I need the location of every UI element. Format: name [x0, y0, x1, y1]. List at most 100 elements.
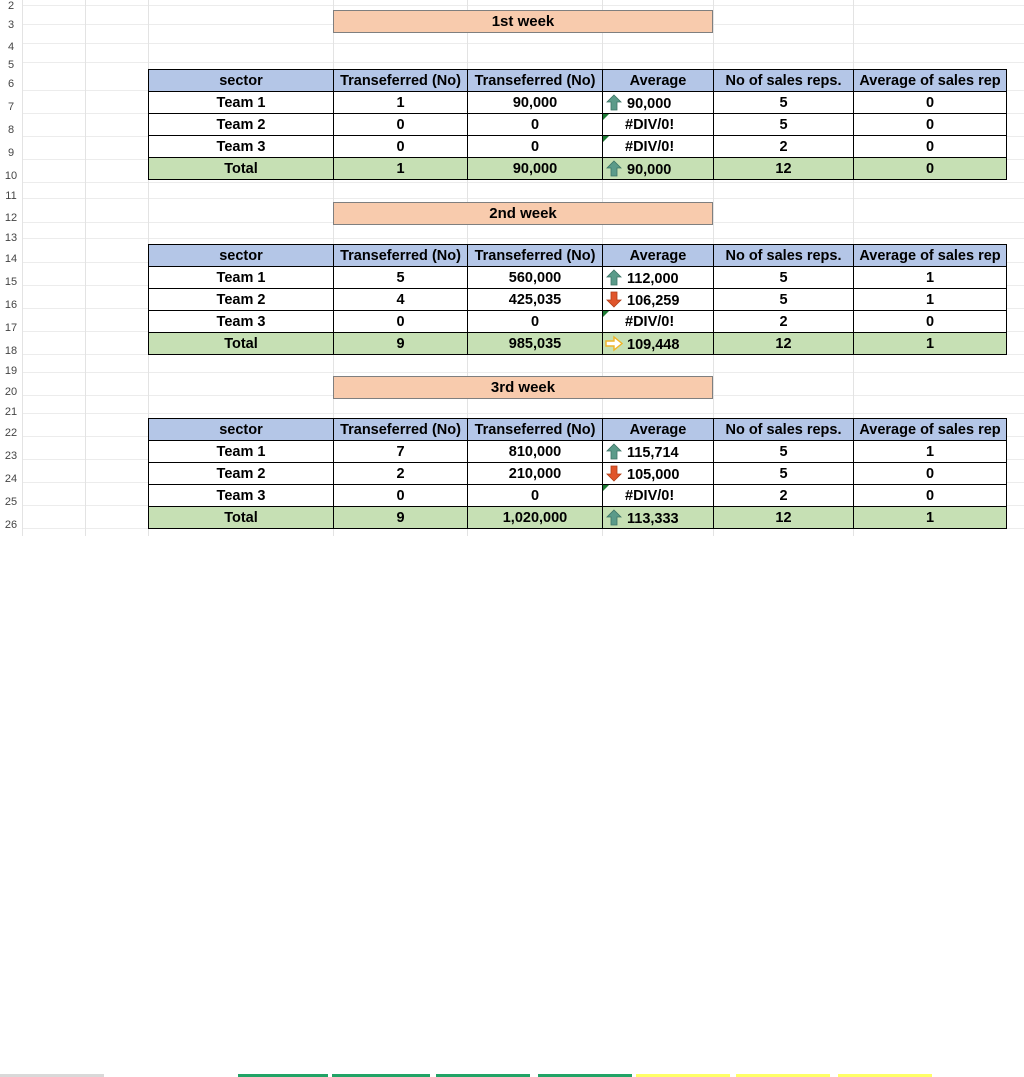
table-cell[interactable]: Team 2 [148, 288, 334, 311]
table-cell[interactable]: 0 [467, 113, 603, 136]
row-number[interactable]: 22 [4, 427, 18, 439]
average-cell[interactable]: 109,448 [602, 332, 714, 355]
column-header[interactable]: sector [148, 418, 334, 441]
average-cell[interactable]: #DIV/0! [602, 310, 714, 333]
row-number[interactable]: 4 [7, 41, 15, 53]
error-indicator-icon[interactable] [603, 311, 609, 317]
average-cell[interactable]: 90,000 [602, 91, 714, 114]
week-title[interactable]: 3rd week [333, 376, 713, 399]
week-title[interactable]: 1st week [333, 10, 713, 33]
table-cell[interactable]: 2 [713, 135, 854, 158]
table-cell[interactable]: 9 [333, 506, 468, 529]
table-cell[interactable]: 2 [333, 462, 468, 485]
column-header[interactable]: Transeferred (No) [333, 69, 468, 92]
table-cell[interactable]: 7 [333, 440, 468, 463]
row-number[interactable]: 18 [4, 345, 18, 357]
row-number[interactable]: 3 [7, 19, 15, 31]
table-cell[interactable]: 0 [853, 157, 1007, 180]
row-number[interactable]: 25 [4, 496, 18, 508]
column-header[interactable]: Transeferred (No) [333, 244, 468, 267]
table-cell[interactable]: 1 [853, 288, 1007, 311]
table-cell[interactable]: 1 [333, 91, 468, 114]
table-cell[interactable]: Team 1 [148, 266, 334, 289]
table-cell[interactable]: Total [148, 332, 334, 355]
row-number[interactable]: 7 [7, 101, 15, 113]
table-cell[interactable]: Total [148, 157, 334, 180]
column-header[interactable]: Average of sales rep [853, 418, 1007, 441]
row-number[interactable]: 11 [5, 190, 17, 202]
table-cell[interactable]: 90,000 [467, 157, 603, 180]
average-cell[interactable]: 90,000 [602, 157, 714, 180]
row-number[interactable]: 6 [7, 78, 15, 90]
table-cell[interactable]: 0 [333, 484, 468, 507]
table-cell[interactable]: 90,000 [467, 91, 603, 114]
table-cell[interactable]: 985,035 [467, 332, 603, 355]
table-cell[interactable]: 5 [713, 266, 854, 289]
table-cell[interactable]: 12 [713, 157, 854, 180]
table-cell[interactable]: 810,000 [467, 440, 603, 463]
table-cell[interactable]: 2 [713, 484, 854, 507]
table-cell[interactable]: 210,000 [467, 462, 603, 485]
table-cell[interactable]: 0 [853, 135, 1007, 158]
row-number[interactable]: 13 [4, 232, 18, 244]
table-cell[interactable]: 2 [713, 310, 854, 333]
row-number[interactable]: 10 [4, 170, 18, 182]
row-number[interactable]: 20 [4, 386, 18, 398]
table-cell[interactable]: 12 [713, 506, 854, 529]
table-cell[interactable]: 0 [853, 462, 1007, 485]
average-cell[interactable]: #DIV/0! [602, 135, 714, 158]
table-cell[interactable]: 0 [333, 135, 468, 158]
row-number[interactable]: 24 [4, 473, 18, 485]
row-number[interactable]: 9 [7, 147, 15, 159]
error-indicator-icon[interactable] [603, 485, 609, 491]
row-number[interactable]: 15 [4, 276, 18, 288]
column-header[interactable]: Average of sales rep [853, 69, 1007, 92]
row-number[interactable]: 21 [4, 406, 18, 418]
column-header[interactable]: No of sales reps. [713, 418, 854, 441]
average-cell[interactable]: #DIV/0! [602, 484, 714, 507]
table-cell[interactable]: 0 [333, 113, 468, 136]
table-cell[interactable]: 0 [853, 113, 1007, 136]
average-cell[interactable]: 106,259 [602, 288, 714, 311]
average-cell[interactable]: 115,714 [602, 440, 714, 463]
row-number[interactable]: 5 [7, 59, 15, 71]
table-cell[interactable]: 0 [853, 310, 1007, 333]
table-cell[interactable]: 1,020,000 [467, 506, 603, 529]
column-header[interactable]: Transeferred (No) [467, 418, 603, 441]
column-header[interactable]: Average [602, 418, 714, 441]
table-cell[interactable]: 1 [853, 332, 1007, 355]
row-number[interactable]: 12 [4, 212, 18, 224]
row-number[interactable]: 14 [4, 253, 18, 265]
table-cell[interactable]: 5 [713, 91, 854, 114]
table-cell[interactable]: Team 2 [148, 462, 334, 485]
table-cell[interactable]: 0 [467, 484, 603, 507]
table-cell[interactable]: 12 [713, 332, 854, 355]
table-cell[interactable]: 9 [333, 332, 468, 355]
table-cell[interactable]: Team 3 [148, 135, 334, 158]
column-header[interactable]: Average [602, 69, 714, 92]
table-cell[interactable]: 5 [713, 462, 854, 485]
table-cell[interactable]: 0 [467, 310, 603, 333]
column-header[interactable]: sector [148, 69, 334, 92]
table-cell[interactable]: 1 [853, 440, 1007, 463]
table-cell[interactable]: 0 [333, 310, 468, 333]
row-number[interactable]: 26 [4, 519, 18, 531]
table-cell[interactable]: 0 [853, 91, 1007, 114]
table-cell[interactable]: 425,035 [467, 288, 603, 311]
average-cell[interactable]: 112,000 [602, 266, 714, 289]
table-cell[interactable]: 0 [853, 484, 1007, 507]
week-title[interactable]: 2nd week [333, 202, 713, 225]
table-cell[interactable]: Total [148, 506, 334, 529]
row-number[interactable]: 23 [4, 450, 18, 462]
row-number[interactable]: 16 [4, 299, 18, 311]
table-cell[interactable]: Team 3 [148, 484, 334, 507]
column-header[interactable]: Average of sales rep [853, 244, 1007, 267]
column-header[interactable]: No of sales reps. [713, 69, 854, 92]
row-number[interactable]: 19 [4, 365, 18, 377]
column-header[interactable]: No of sales reps. [713, 244, 854, 267]
table-cell[interactable]: Team 1 [148, 91, 334, 114]
row-number[interactable]: 8 [7, 124, 15, 136]
table-cell[interactable]: 5 [333, 266, 468, 289]
table-cell[interactable]: 560,000 [467, 266, 603, 289]
table-cell[interactable]: 5 [713, 288, 854, 311]
